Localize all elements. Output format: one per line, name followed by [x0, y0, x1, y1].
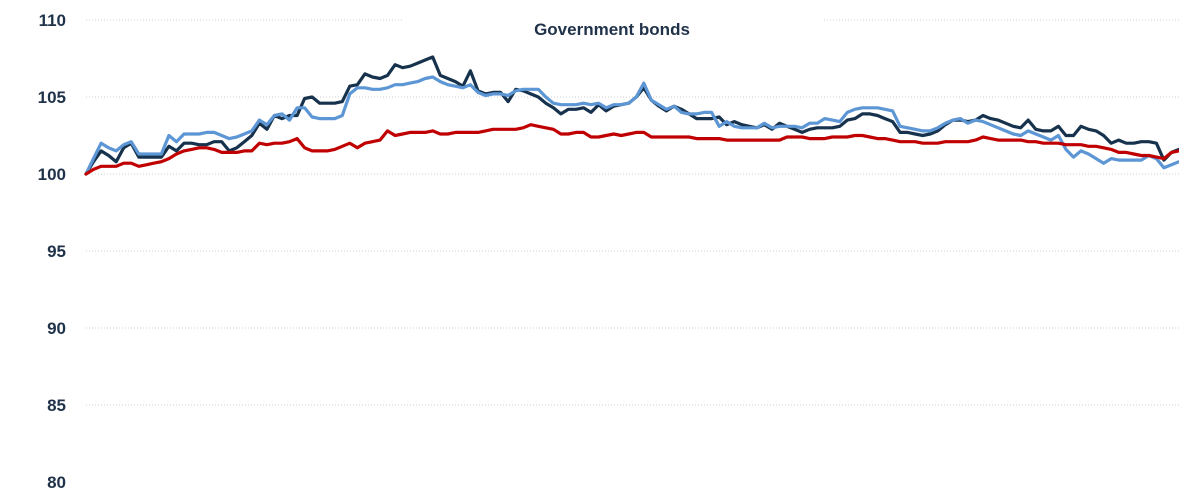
series-line-2: [84, 75, 1179, 176]
y-tick-label: 100: [38, 165, 66, 184]
series-line-3: [84, 123, 1179, 176]
y-tick-label: 95: [47, 242, 66, 261]
series-lines: [84, 55, 1179, 176]
chart-title: Government bonds: [534, 20, 690, 39]
y-axis-tick-labels: 80 85 90 95 100 105 110: [38, 11, 66, 491]
title-background: [402, 8, 822, 44]
y-tick-label: 105: [38, 88, 66, 107]
y-tick-label: 80: [47, 473, 66, 491]
y-tick-label: 85: [47, 396, 66, 415]
y-tick-label: 110: [39, 11, 66, 30]
y-tick-label: 90: [47, 319, 66, 338]
